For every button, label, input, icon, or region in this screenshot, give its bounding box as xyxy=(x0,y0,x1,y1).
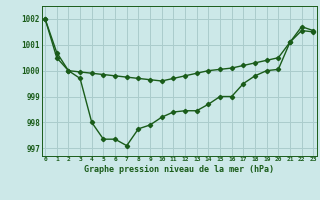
X-axis label: Graphe pression niveau de la mer (hPa): Graphe pression niveau de la mer (hPa) xyxy=(84,165,274,174)
